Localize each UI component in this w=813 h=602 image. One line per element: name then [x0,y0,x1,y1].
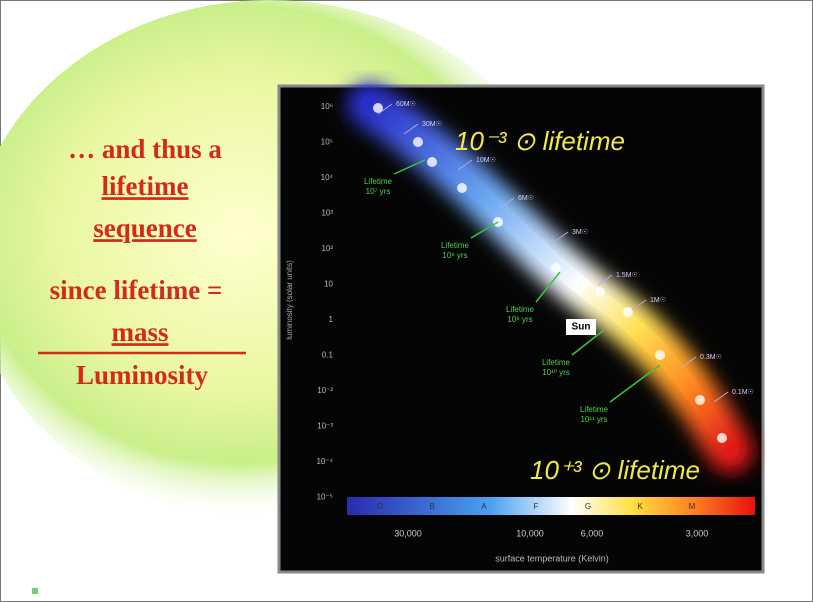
slide-canvas: … and thus a lifetime sequence since lif… [0,0,813,602]
x-tick-label: 6,000 [581,528,604,538]
mass-label: 0.3M☉ [700,353,722,361]
sun-label: Sun [572,322,591,333]
spectral-class: K [637,502,643,511]
y-tick-label: 10⁻³ [317,422,333,431]
lifetime-label: Lifetime [441,241,470,250]
y-tick-label: 1 [329,315,334,324]
x-axis-title: surface temperature (Kelvin) [495,553,609,563]
star-dot [623,307,633,317]
spectral-class: G [585,502,591,511]
y-tick-label: 0.1 [322,351,334,360]
x-tick-label: 10,000 [516,528,544,538]
y-tick-label: 10⁵ [321,138,333,147]
lifetime-label: 10⁸ yrs [442,251,467,260]
mass-label: 6M☉ [518,194,534,202]
slide: … and thus a lifetime sequence since lif… [0,0,813,602]
lifetime-label: Lifetime [542,358,571,367]
spectral-class: A [481,502,487,511]
star-dot [695,395,705,405]
mass-label: 3M☉ [572,228,588,236]
star-dot [551,263,561,273]
spectral-class: M [689,502,696,511]
y-tick-label: 10² [321,244,333,253]
lifetime-label: Lifetime [506,305,535,314]
star-dot [595,287,605,297]
y-tick-label: 10⁻² [317,386,333,395]
y-tick-label: 10⁻⁴ [316,457,333,466]
slide-text: Luminosity [76,360,209,390]
slide-text: since lifetime = [50,275,223,305]
x-tick-label: 30,000 [394,528,422,538]
mass-label: 1.5M☉ [616,271,638,279]
y-tick-label: 10⁻⁵ [317,493,333,502]
x-tick-label: 3,000 [686,528,709,538]
slide-text: … and thus a [68,134,222,164]
y-tick-label: 10⁶ [321,102,333,111]
annotation: 10⁻³ ⊙ lifetime [455,126,625,156]
lifetime-label: 10¹⁰ yrs [542,368,570,377]
star-dot [413,137,423,147]
hr-diagram: 10⁻³ ⊙ lifetime 10⁺³ ⊙ lifetime luminosi… [279,86,763,572]
y-tick-label: 10⁴ [321,173,334,182]
spectral-class: B [429,502,434,511]
mass-label: 60M☉ [396,100,416,108]
lifetime-label: Lifetime [580,405,609,414]
slide-text: sequence [93,213,197,243]
mass-label: 30M☉ [422,120,442,128]
slide-text: lifetime [102,171,189,201]
y-tick-label: 10 [324,280,333,289]
mass-label: 0.1M☉ [732,388,754,396]
mass-label: 1M☉ [650,296,666,304]
lifetime-label: 10⁹ yrs [507,315,532,324]
star-dot [427,157,437,167]
annotation: 10⁺³ ⊙ lifetime [530,455,700,485]
slide-text: mass [111,317,168,347]
lifetime-label: 10¹¹ yrs [580,415,607,424]
spectral-class: F [534,502,539,511]
y-axis-title: luminosity (solar units) [285,260,294,340]
lifetime-label: 10⁷ yrs [366,187,391,196]
star-dot [655,350,665,360]
slide-marker [32,588,38,594]
lifetime-label: Lifetime [364,177,393,186]
spectral-class: O [377,502,383,511]
star-dot [457,183,467,193]
mass-label: 10M☉ [476,156,496,164]
y-tick-label: 10³ [321,209,333,218]
star-dot [717,433,727,443]
